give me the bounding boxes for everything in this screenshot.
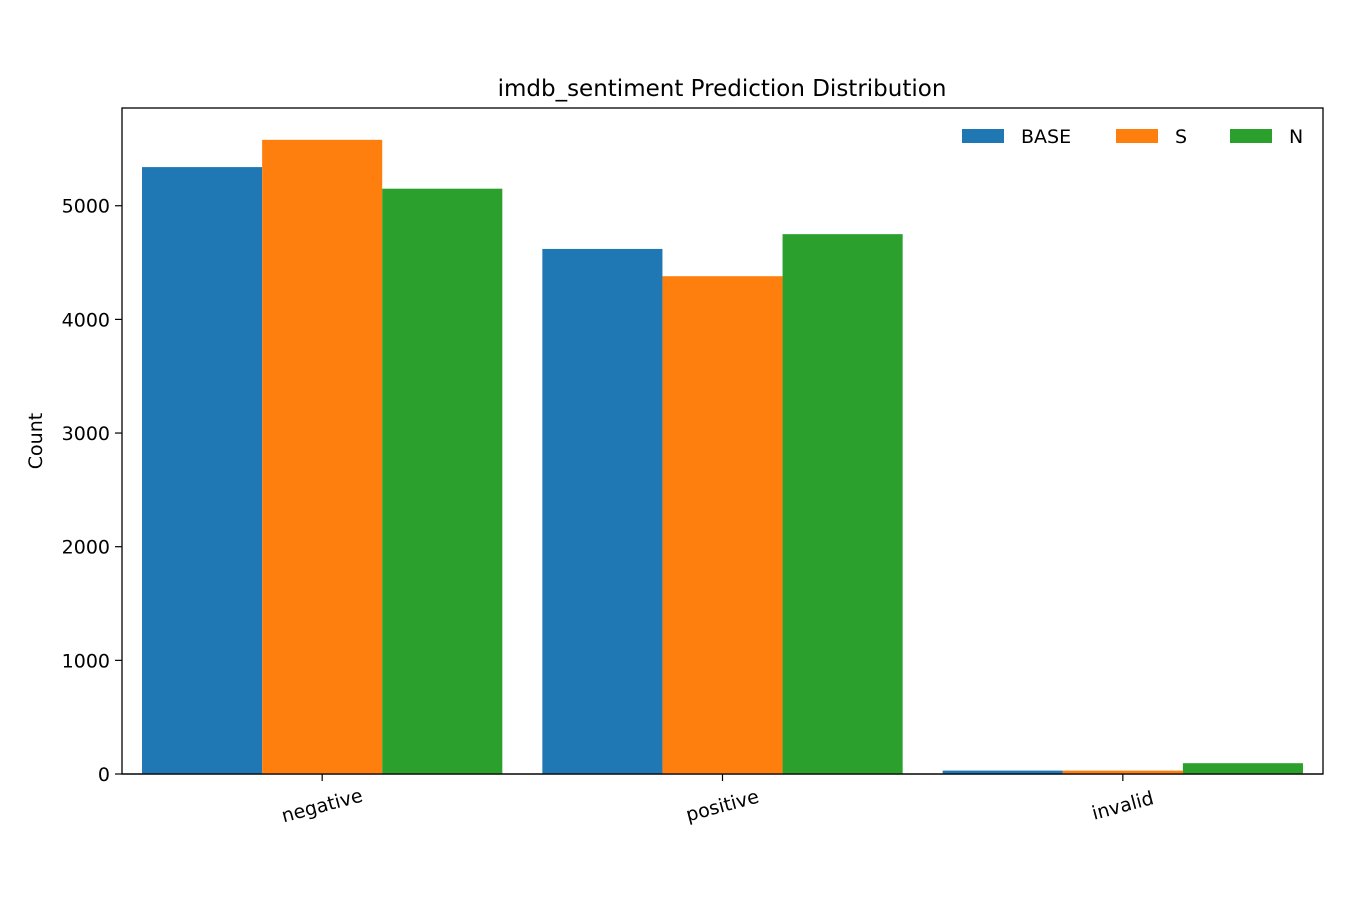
bar-base-invalid xyxy=(942,770,1063,774)
bar-n-negative xyxy=(382,188,503,774)
legend: BASE S N xyxy=(962,126,1303,148)
y-tick-label: 1000 xyxy=(62,650,110,672)
chart-title: imdb_sentiment Prediction Distribution xyxy=(498,76,947,102)
legend-label-base: BASE xyxy=(1021,126,1071,148)
x-tick-label-negative: negative xyxy=(279,785,365,828)
legend-label-n: N xyxy=(1289,126,1303,148)
legend-label-s: S xyxy=(1175,126,1187,148)
y-tick-label: 3000 xyxy=(62,423,110,445)
bar-s-positive xyxy=(662,276,783,774)
bar-n-positive xyxy=(782,234,903,774)
legend-swatch-base xyxy=(962,129,1004,143)
y-axis-label: Count xyxy=(25,413,47,469)
bar-s-invalid xyxy=(1062,770,1183,774)
legend-swatch-s xyxy=(1116,129,1158,143)
x-axis: negative positive invalid xyxy=(279,774,1156,827)
y-tick-label: 0 xyxy=(98,764,110,786)
bars-group xyxy=(122,139,1323,775)
y-axis: 0 1000 2000 3000 4000 5000 xyxy=(62,196,122,786)
x-tick-label-invalid: invalid xyxy=(1090,787,1156,825)
y-tick-label: 2000 xyxy=(62,537,110,559)
bar-base-positive xyxy=(542,248,663,774)
bar-n-invalid xyxy=(1182,763,1303,774)
bar-base-negative xyxy=(142,167,263,775)
x-tick-label-positive: positive xyxy=(684,786,762,827)
y-tick-label: 4000 xyxy=(62,309,110,331)
legend-swatch-n xyxy=(1230,129,1272,143)
bar-s-negative xyxy=(262,139,383,774)
y-tick-label: 5000 xyxy=(62,196,110,218)
